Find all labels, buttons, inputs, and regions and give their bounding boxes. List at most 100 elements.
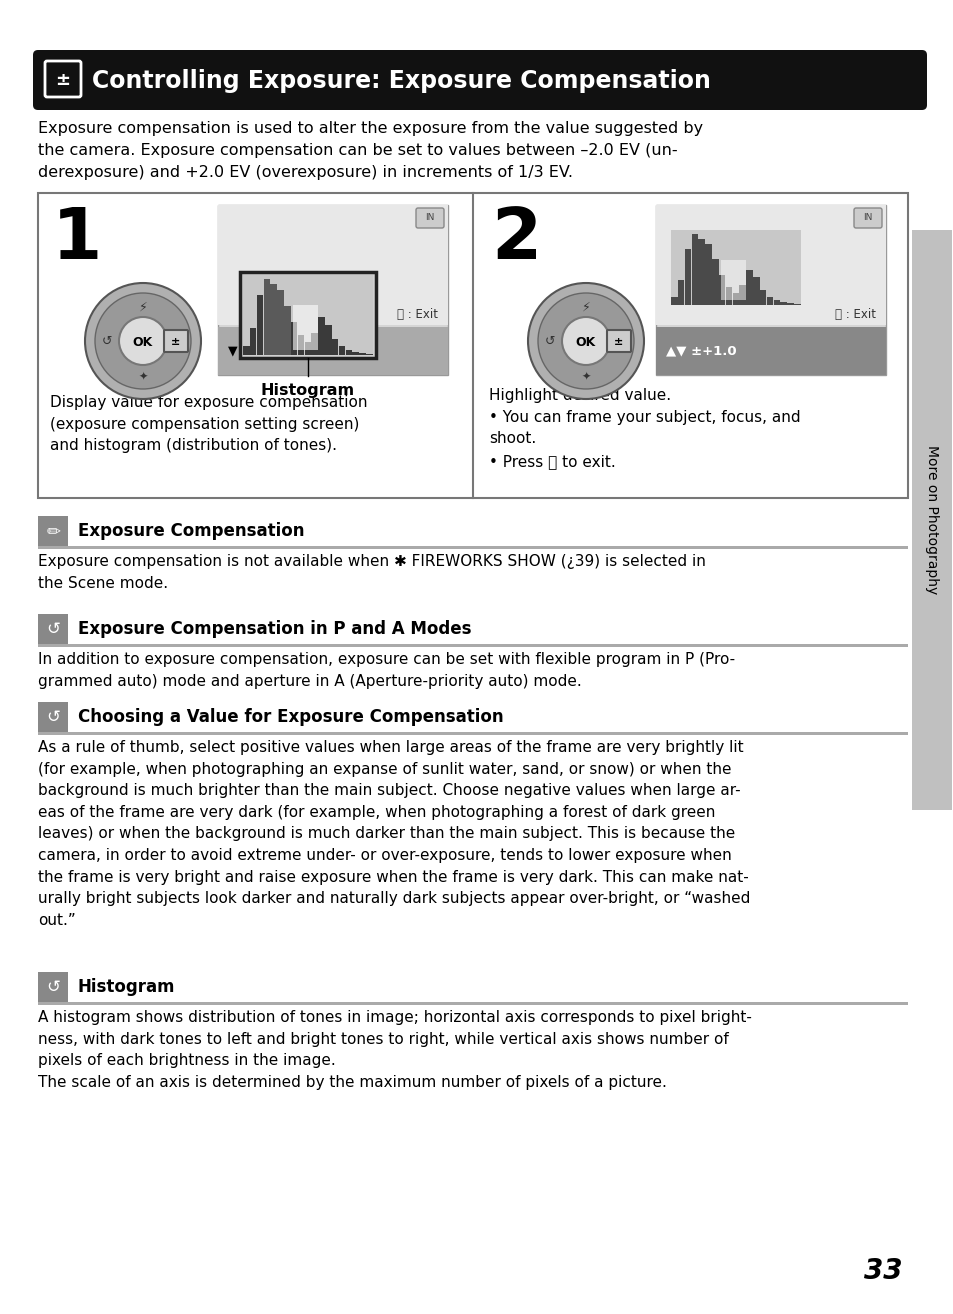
Bar <box>760 290 765 305</box>
Text: ✦: ✦ <box>580 372 590 382</box>
Text: 33: 33 <box>863 1257 902 1285</box>
FancyBboxPatch shape <box>416 208 443 229</box>
Circle shape <box>527 283 643 399</box>
Text: Exposure compensation is used to alter the exposure from the value suggested by
: Exposure compensation is used to alter t… <box>38 121 702 180</box>
Text: ✦: ✦ <box>138 372 148 382</box>
Bar <box>745 269 752 305</box>
Circle shape <box>537 293 634 389</box>
Text: 1: 1 <box>52 205 102 275</box>
Bar <box>38 702 68 732</box>
Bar <box>711 259 718 305</box>
Text: ⚡: ⚡ <box>138 301 147 314</box>
FancyBboxPatch shape <box>164 330 188 352</box>
Bar <box>270 284 276 355</box>
Text: ↺: ↺ <box>46 708 60 727</box>
Bar <box>240 272 375 357</box>
FancyBboxPatch shape <box>45 60 81 97</box>
Text: Highlight desired value.: Highlight desired value. <box>489 388 670 403</box>
Bar <box>38 732 907 735</box>
Text: Histogram: Histogram <box>78 978 175 996</box>
Bar <box>766 297 773 305</box>
Text: ⒪ : Exit: ⒪ : Exit <box>396 309 437 322</box>
Bar <box>318 317 324 355</box>
Text: ⚡: ⚡ <box>581 301 590 314</box>
Text: OK: OK <box>132 335 153 348</box>
Bar <box>218 205 448 374</box>
Bar <box>38 516 68 547</box>
Text: ▲▼ ±+1.0: ▲▼ ±+1.0 <box>665 344 736 357</box>
Circle shape <box>119 317 167 365</box>
Bar <box>911 230 951 809</box>
Bar <box>752 277 759 305</box>
Text: IN: IN <box>425 213 435 222</box>
Bar <box>250 328 256 355</box>
Bar <box>38 1003 907 1005</box>
Bar <box>656 205 885 374</box>
Text: ↺: ↺ <box>46 978 60 996</box>
Text: A histogram shows distribution of tones in image; horizontal axis corresponds to: A histogram shows distribution of tones … <box>38 1010 751 1089</box>
Bar <box>345 350 352 355</box>
Text: ⒪ : Exit: ⒪ : Exit <box>834 309 875 322</box>
Text: ▼ ±: ▼ ± <box>228 344 252 357</box>
Bar <box>291 322 297 355</box>
Bar <box>311 334 317 355</box>
Text: Exposure Compensation: Exposure Compensation <box>78 522 304 540</box>
Bar <box>332 339 338 355</box>
Text: Exposure Compensation in P and A Modes: Exposure Compensation in P and A Modes <box>78 620 471 639</box>
Bar <box>38 972 68 1003</box>
Bar <box>684 250 691 305</box>
Bar <box>678 280 683 305</box>
Bar <box>780 302 786 305</box>
Bar <box>656 205 885 325</box>
Bar <box>243 275 373 355</box>
Text: ±: ± <box>172 336 180 347</box>
Bar <box>243 347 250 355</box>
Bar <box>38 547 907 549</box>
Bar <box>256 296 263 355</box>
Text: Display value for exposure compensation
(exposure compensation setting screen)
a: Display value for exposure compensation … <box>50 396 367 453</box>
Bar <box>325 325 332 355</box>
Text: ↺: ↺ <box>102 335 112 347</box>
Text: More on Photography: More on Photography <box>924 445 938 595</box>
Bar <box>38 193 907 498</box>
Circle shape <box>95 293 191 389</box>
Bar <box>698 239 704 305</box>
Bar <box>263 279 270 355</box>
Bar <box>773 300 780 305</box>
Text: ±: ± <box>55 71 71 89</box>
Text: As a rule of thumb, select positive values when large areas of the frame are ver: As a rule of thumb, select positive valu… <box>38 740 750 928</box>
Text: In addition to exposure compensation, exposure can be set with flexible program : In addition to exposure compensation, ex… <box>38 652 735 689</box>
Bar <box>720 260 745 300</box>
Bar <box>293 305 317 350</box>
Bar <box>38 644 907 646</box>
Bar <box>352 352 358 355</box>
FancyBboxPatch shape <box>853 208 882 229</box>
Circle shape <box>561 317 609 365</box>
Bar <box>218 327 448 374</box>
Text: • You can frame your subject, focus, and
shoot.: • You can frame your subject, focus, and… <box>489 410 800 445</box>
FancyBboxPatch shape <box>33 50 926 110</box>
Text: ↺: ↺ <box>46 620 60 639</box>
Bar <box>338 347 345 355</box>
Text: Choosing a Value for Exposure Compensation: Choosing a Value for Exposure Compensati… <box>78 708 503 727</box>
Text: IN: IN <box>862 213 872 222</box>
Bar <box>284 306 291 355</box>
Text: 0: 0 <box>266 344 274 357</box>
Bar <box>218 205 448 325</box>
Text: Controlling Exposure: Exposure Compensation: Controlling Exposure: Exposure Compensat… <box>91 70 710 93</box>
Text: OK: OK <box>576 335 596 348</box>
Bar <box>297 335 304 355</box>
Text: ↺: ↺ <box>544 335 555 347</box>
Bar <box>719 275 724 305</box>
FancyBboxPatch shape <box>606 330 630 352</box>
Bar <box>691 234 698 305</box>
Bar <box>304 342 311 355</box>
Bar <box>656 327 885 374</box>
Text: Exposure compensation is not available when ✱ FIREWORKS SHOW (¿39) is selected i: Exposure compensation is not available w… <box>38 555 705 590</box>
Bar <box>786 304 793 305</box>
Text: Histogram: Histogram <box>261 382 355 398</box>
Bar <box>725 286 732 305</box>
Bar <box>704 244 711 305</box>
Text: 2: 2 <box>491 205 540 275</box>
Text: ✏: ✏ <box>46 522 60 540</box>
